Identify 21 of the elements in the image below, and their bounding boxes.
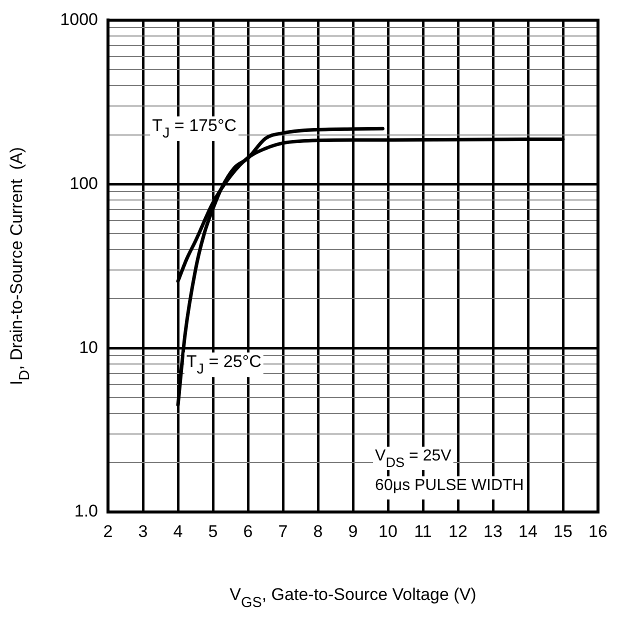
- y-tick-label: 1000: [60, 10, 98, 29]
- annotation: 60μs PULSE WIDTH: [375, 476, 524, 494]
- y-axis-title: ID, Drain-to-Source Current (A): [7, 147, 33, 386]
- x-tick-label: 8: [313, 522, 323, 541]
- y-tick-label: 100: [70, 174, 98, 193]
- x-tick-label: 5: [208, 522, 218, 541]
- x-tick-label: 16: [588, 522, 608, 541]
- x-tick-label: 6: [243, 522, 253, 541]
- x-tick-label: 10: [378, 522, 398, 541]
- x-tick-label: 4: [173, 522, 183, 541]
- x-tick-label: 11: [414, 522, 432, 541]
- x-tick-label: 9: [348, 522, 358, 541]
- x-tick-label: 13: [484, 522, 502, 541]
- x-tick-label: 2: [103, 522, 113, 541]
- y-tick-label: 1.0: [74, 502, 98, 521]
- x-tick-label: 14: [518, 522, 538, 541]
- x-tick-label: 15: [554, 522, 572, 541]
- y-tick-label: 10: [79, 338, 98, 357]
- x-tick-label: 3: [138, 522, 148, 541]
- x-tick-label: 7: [278, 522, 288, 541]
- x-tick-label: 12: [448, 522, 468, 541]
